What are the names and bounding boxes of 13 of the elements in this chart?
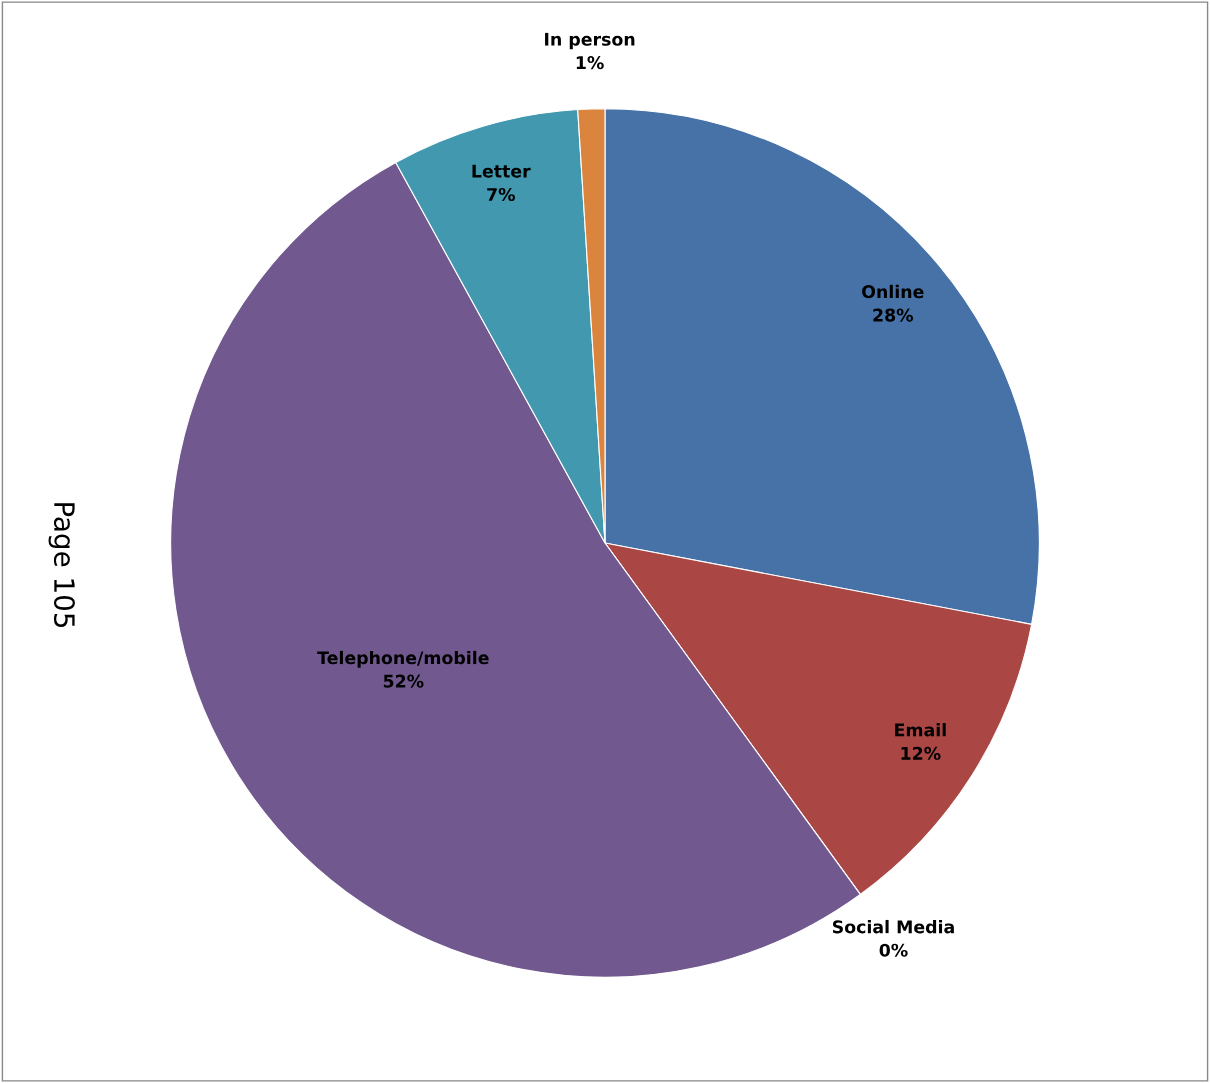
data-label: 7% — [487, 187, 515, 202]
data-label: 52% — [383, 674, 424, 688]
data-label: 12% — [901, 746, 941, 760]
data-label: 28% — [873, 308, 914, 322]
slice-label: Online — [862, 284, 924, 299]
text: 0% — [879, 943, 908, 957]
text: Page 105 — [48, 503, 75, 628]
slice-label: In person — [545, 32, 635, 50]
slice-label: Telephone/mobile — [317, 650, 489, 668]
slice-label: Email — [895, 723, 946, 737]
category-label: Social Media — [832, 919, 954, 934]
slice-label: Letter — [472, 164, 531, 178]
data-label: 1% — [576, 56, 604, 70]
